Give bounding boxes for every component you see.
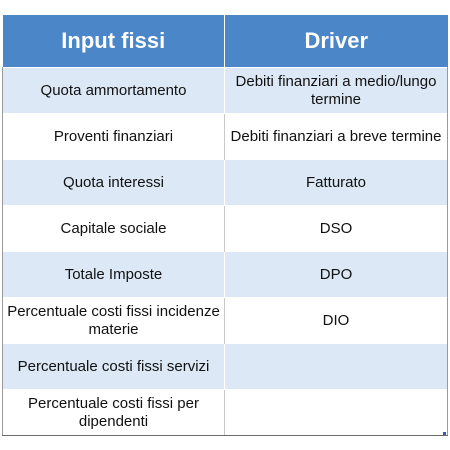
driver-cell: Debiti finanziari a medio/lungo termine [224,67,448,114]
input-driver-table: Input fissi Driver Quota ammortamento De… [2,15,448,436]
driver-cell: Debiti finanziari a breve termine [224,113,448,160]
header-row: Input fissi Driver [2,15,448,68]
table-row: Proventi finanziari Debiti finanziari a … [2,113,448,160]
table-row: Capitale sociale DSO [2,205,448,252]
driver-cell [224,343,448,390]
table-row: Percentuale costi fissi per dipendenti [2,389,448,436]
input-cell: Capitale sociale [2,205,225,252]
input-cell: Percentuale costi fissi per dipendenti [2,389,225,436]
input-cell: Totale Imposte [2,251,225,298]
input-cell: Quota ammortamento [2,67,225,114]
header-input-fissi: Input fissi [2,15,225,68]
table-row: Percentuale costi fissi incidenze materi… [2,297,448,344]
header-driver: Driver [224,15,448,68]
input-cell: Quota interessi [2,159,225,206]
input-cell: Proventi finanziari [2,113,225,160]
table-row: Percentuale costi fissi servizi [2,343,448,390]
driver-cell [224,389,448,436]
input-cell: Percentuale costi fissi incidenze materi… [2,297,225,344]
table-row: Quota interessi Fatturato [2,159,448,206]
driver-cell: DIO [224,297,448,344]
driver-cell: DSO [224,205,448,252]
driver-cell: DPO [224,251,448,298]
driver-cell: Fatturato [224,159,448,206]
table-row: Quota ammortamento Debiti finanziari a m… [2,67,448,114]
input-cell: Percentuale costi fissi servizi [2,343,225,390]
selection-handle [443,432,446,435]
table-row: Totale Imposte DPO [2,251,448,298]
